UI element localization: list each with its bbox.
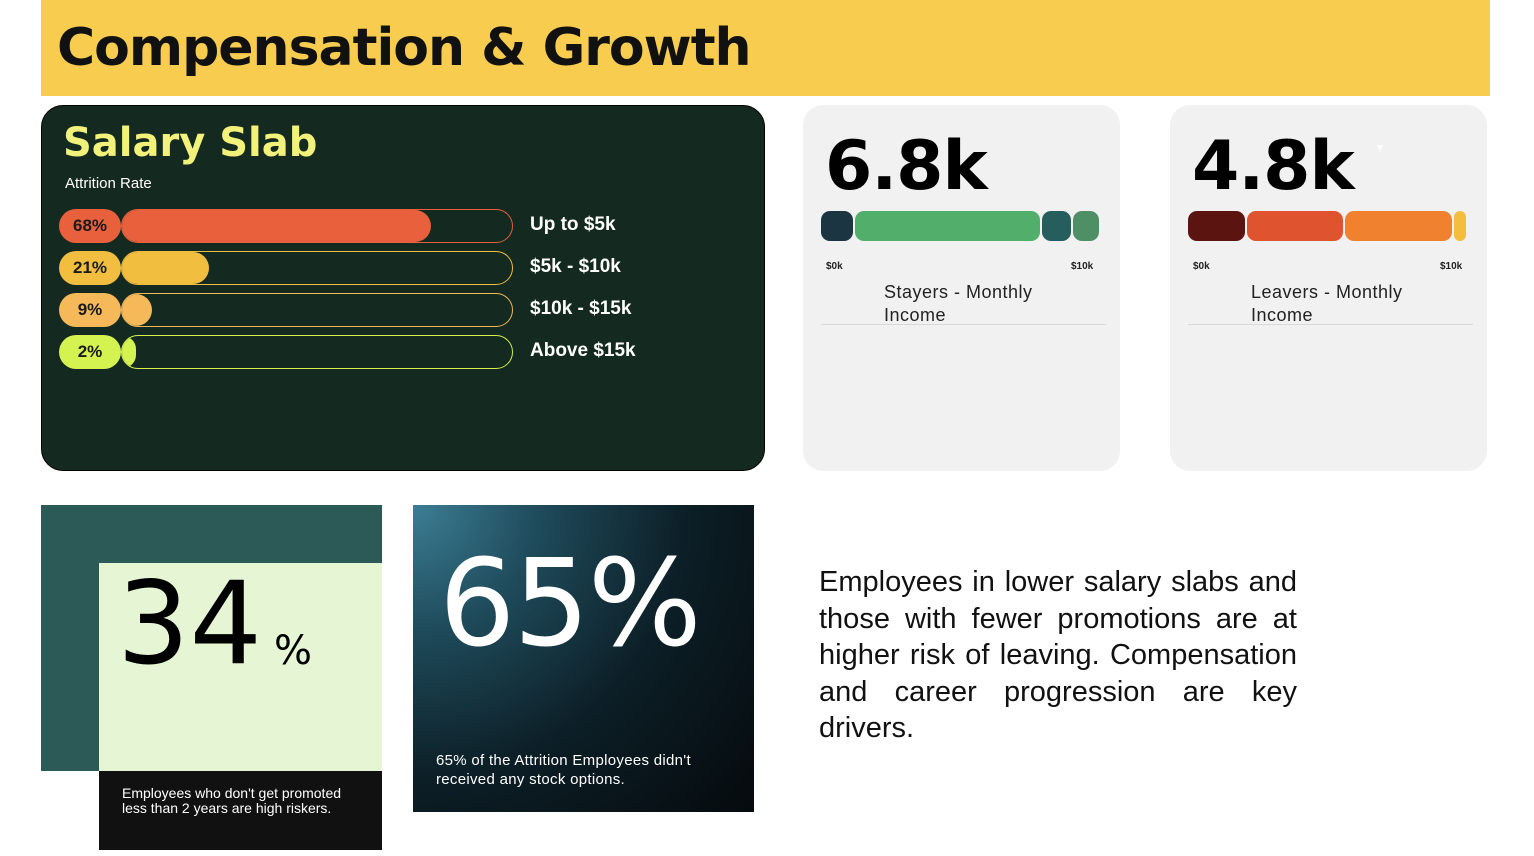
salary-slab-card: Salary Slab Attrition Rate 68% Up to $5k 2…	[41, 105, 765, 471]
stayers-income-segment	[854, 211, 1041, 241]
slab-row: 9% $10k - $15k	[59, 293, 739, 329]
salary-slab-title: Salary Slab	[63, 120, 318, 166]
leavers-income-segment	[1344, 211, 1452, 241]
slab-category-label: $10k - $15k	[530, 298, 632, 319]
stayers-income-segment	[1073, 211, 1099, 241]
stock-options-stat: 65%	[439, 535, 702, 674]
salary-slab-subtitle: Attrition Rate	[65, 175, 152, 192]
slab-category-label: $5k - $10k	[530, 256, 621, 277]
slab-bar-track	[121, 293, 513, 327]
promotion-note-box: Employees who don't get promoted less th…	[99, 771, 382, 850]
stayers-income-bar	[821, 211, 1101, 241]
slab-bar-track	[121, 209, 513, 243]
leavers-income-segment	[1246, 211, 1343, 241]
promotion-note-text: Employees who don't get promoted less th…	[122, 785, 342, 816]
slab-bar	[122, 252, 210, 284]
leavers-income-value: 4.8k	[1192, 127, 1355, 206]
stock-options-text: 65% of the Attrition Employees didn't re…	[436, 752, 691, 788]
stayers-income-segment	[1042, 211, 1071, 241]
leavers-income-card: 4.8k $0k $10k Leavers - Monthly Income	[1170, 105, 1487, 471]
stock-options-card: 65% 65% of the Attrition Employees didn'…	[413, 505, 754, 812]
stayers-income-caption: Stayers - Monthly Income	[884, 282, 1033, 325]
summary-text: Employees in lower salary slabs and thos…	[819, 566, 1297, 744]
dropdown-marker-icon: ▼	[1375, 143, 1385, 154]
leavers-divider	[1188, 324, 1473, 325]
slab-bar-track	[121, 251, 513, 285]
leavers-income-bar	[1188, 211, 1468, 241]
leavers-income-segment	[1188, 211, 1245, 241]
promotion-stat-unit: %	[274, 628, 313, 674]
slab-value-label: 21%	[59, 251, 121, 285]
slab-category-label: Above $15k	[530, 340, 636, 361]
slab-row: 21% $5k - $10k	[59, 251, 739, 287]
promotion-stat-number: 34	[117, 557, 263, 690]
stayers-income-card: 6.8k $0k $10k Stayers - Monthly Income	[803, 105, 1120, 471]
leavers-income-segment	[1454, 211, 1466, 241]
leavers-tick-max: $10k	[1440, 261, 1463, 272]
slab-bar	[122, 294, 153, 326]
leavers-income-caption: Leavers - Monthly Income	[1251, 282, 1403, 325]
slab-row: 2% Above $15k	[59, 335, 739, 371]
header-banner: Compensation & Growth	[41, 0, 1490, 96]
stayers-divider	[821, 324, 1106, 325]
slab-bar	[122, 210, 431, 242]
slab-bar-track	[121, 335, 513, 369]
slab-value-label: 2%	[59, 335, 121, 369]
slab-value-label: 9%	[59, 293, 121, 327]
leavers-tick-min: $0k	[1193, 261, 1210, 272]
slab-value-label: 68%	[59, 209, 121, 243]
stayers-tick-max: $10k	[1071, 261, 1094, 272]
slab-category-label: Up to $5k	[530, 214, 616, 235]
promotion-card-panel	[99, 563, 382, 771]
stayers-tick-min: $0k	[826, 261, 843, 272]
stayers-income-value: 6.8k	[825, 127, 988, 206]
slab-row: 68% Up to $5k	[59, 209, 739, 245]
stayers-income-segment	[821, 211, 853, 241]
slab-bar	[122, 336, 136, 368]
page-title: Compensation & Growth	[57, 18, 752, 78]
